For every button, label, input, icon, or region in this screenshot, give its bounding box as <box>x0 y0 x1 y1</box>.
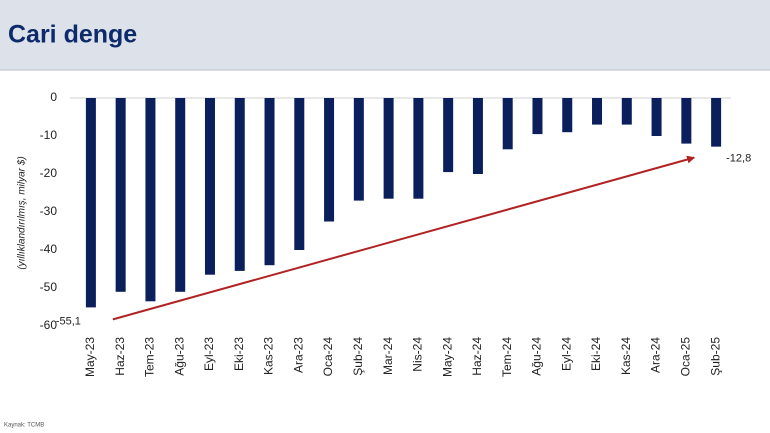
bar <box>353 98 364 201</box>
bar <box>621 98 632 125</box>
x-tick-label: Oca-25 <box>679 337 693 377</box>
bar <box>413 98 424 199</box>
x-tick-label: Eki-23 <box>232 337 246 371</box>
x-tick-label: Tem-24 <box>500 337 514 377</box>
x-tick-label: Tem-23 <box>143 337 157 377</box>
bar <box>592 98 603 125</box>
bar <box>383 98 394 199</box>
bar <box>145 98 156 302</box>
bar <box>681 98 692 144</box>
bar <box>472 98 483 174</box>
x-tick-label: Haz-23 <box>113 337 127 376</box>
y-tick-label: -60 <box>40 318 58 332</box>
x-tick-label: Şub-25 <box>708 337 722 376</box>
bar <box>502 98 513 150</box>
x-tick-label: Haz-24 <box>470 337 484 376</box>
y-axis-label: (yıllıklandırılmış, milyar $) <box>17 156 28 269</box>
y-tick-label: 0 <box>50 90 57 104</box>
x-tick-label: Kas-23 <box>262 337 276 375</box>
source: Kaynak: TCMB <box>4 423 44 429</box>
x-tick-label: Oca-24 <box>321 337 335 377</box>
x-tick-label: Nis-24 <box>411 337 425 372</box>
y-tick-label: -10 <box>40 128 58 142</box>
bar <box>264 98 275 266</box>
bar <box>294 98 305 250</box>
x-tick-label: Eyl-23 <box>202 337 216 371</box>
bar <box>204 98 215 275</box>
bar <box>651 98 662 136</box>
x-tick-label: Ağu-24 <box>530 337 544 376</box>
x-tick-label: Eki-24 <box>589 337 603 371</box>
bar <box>234 98 245 271</box>
y-tick-label: -20 <box>40 166 58 180</box>
x-tick-label: Eyl-24 <box>559 337 573 371</box>
x-tick-label: Ağu-23 <box>172 337 186 376</box>
bar <box>85 98 96 308</box>
x-tick-label: Kas-24 <box>619 337 633 375</box>
y-tick-label: -30 <box>40 204 58 218</box>
y-tick-label: -50 <box>40 280 58 294</box>
x-tick-label: May-23 <box>83 337 97 377</box>
value-label: -55,1 <box>56 315 81 327</box>
value-label: -12,8 <box>726 153 751 165</box>
header-band <box>0 0 770 70</box>
x-tick-label: Ara-24 <box>649 337 663 373</box>
x-tick-label: Mar-24 <box>381 337 395 375</box>
bar <box>711 98 722 147</box>
bar <box>324 98 335 222</box>
bar <box>443 98 454 173</box>
x-tick-label: Ara-23 <box>291 337 305 373</box>
trend-arrow <box>112 155 696 321</box>
bar <box>115 98 126 292</box>
bar <box>175 98 186 292</box>
bar <box>562 98 573 133</box>
x-tick-label: Şub-24 <box>351 337 365 376</box>
x-tick-label: May-24 <box>440 337 454 377</box>
chart-title: Cari denge <box>8 21 137 49</box>
y-tick-label: -40 <box>40 242 58 256</box>
bar <box>532 98 543 135</box>
